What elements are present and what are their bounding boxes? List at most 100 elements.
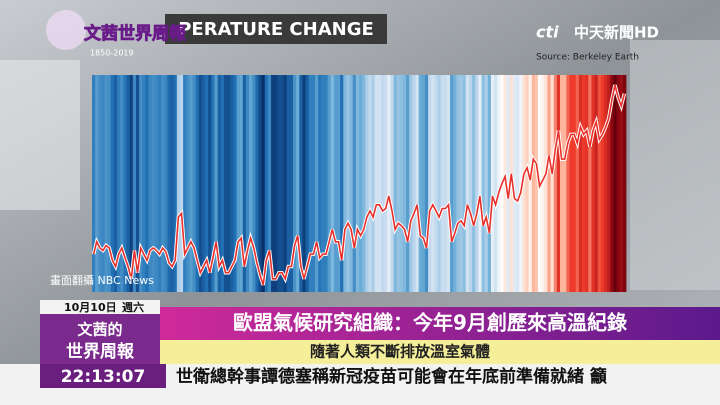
stripe [151,75,156,292]
stripe [330,75,335,292]
stripe [512,75,517,292]
stripe [236,75,241,292]
stripe [547,75,552,292]
stripe [437,75,442,292]
stripe [132,75,137,292]
stripe [176,75,181,292]
stripe [349,75,354,292]
stripe [255,75,259,292]
stripe [167,75,171,292]
stripe [399,75,404,292]
stripe [274,75,278,292]
stripe [434,75,438,292]
stripe [534,75,539,292]
stripe [340,75,344,292]
stripe [481,75,486,292]
stripe [154,75,159,292]
stripe [183,75,187,292]
stripe [227,75,231,292]
stripe [531,75,536,292]
stripe [409,75,413,292]
stripe [604,75,608,292]
chart-subtitle: 1850-2019 [90,49,134,58]
stripe [377,75,382,292]
stripe [315,75,319,292]
stripe [129,75,134,292]
clock-box [40,364,166,388]
stripe [415,75,420,292]
chart [91,75,627,292]
stripe [525,75,530,292]
stripe [472,75,476,292]
stripe [578,75,583,292]
stripe [239,75,244,292]
stripe [230,75,234,292]
stripe [456,75,460,292]
stripe [600,75,605,292]
stripe [267,75,272,292]
stripe [450,75,454,292]
program-line: 世界周報 [66,341,135,362]
stripe [258,75,263,292]
stripe [286,75,291,292]
channel-logo: cti [536,23,559,42]
stripe [418,75,423,292]
stripe [324,75,328,292]
stripe [494,75,498,292]
stripe [117,75,121,292]
stripe [157,75,162,292]
stripe [277,75,281,292]
stripe [569,75,573,292]
stripe [337,75,341,292]
stripe [497,75,501,292]
stripe [145,75,149,292]
stripe [352,75,357,292]
stripe [421,75,426,292]
stripe [619,75,624,292]
stripe [359,75,363,292]
stripe [113,75,118,292]
stripe [384,75,388,292]
stripe [396,75,401,292]
stripe [161,75,165,292]
stripe [468,75,473,292]
stripe [607,75,611,292]
stripe [371,75,376,292]
stripe [305,75,310,292]
stripe [208,75,212,292]
stripe [594,75,599,292]
stripe [484,75,489,292]
stripe [195,75,200,292]
stripe [431,75,435,292]
stripe [428,75,432,292]
stripe [245,75,250,292]
stripe [402,75,407,292]
stripe [302,75,306,292]
show-logo: 文茜世界周報 [84,23,187,44]
stripe [516,75,520,292]
stripe [365,75,369,292]
stripe [264,75,269,292]
stripe [393,75,398,292]
stripe [233,75,237,292]
stripe [333,75,338,292]
stripe [205,75,209,292]
stripe [553,75,558,292]
chart-source: Source: Berkeley Earth [536,53,639,63]
stripe [487,75,492,292]
stripe [490,75,495,292]
stripe [563,75,567,292]
stripe [186,75,190,292]
backdrop-ice [630,40,720,290]
stripe [95,75,99,292]
stripe [462,75,467,292]
program-box [40,314,160,364]
stripe [120,75,124,292]
stripe [368,75,372,292]
stripe [135,75,140,292]
stripe [380,75,385,292]
stripe [92,75,96,292]
subheadline-bar [160,340,720,364]
stripe [164,75,168,292]
headline-bar [160,307,720,340]
